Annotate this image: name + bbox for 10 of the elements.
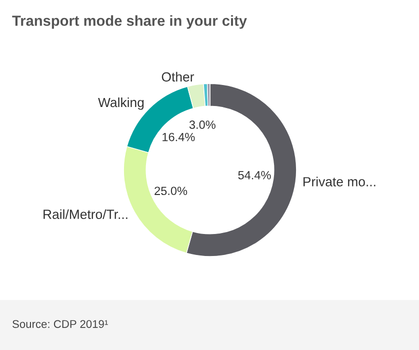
slice-label: Private mo... [304, 176, 376, 186]
slice-label: Rail/Metro/Tr... [44, 209, 128, 220]
data-label: 54.4% [238, 171, 271, 180]
data-label: 16.4% [162, 132, 195, 142]
slice-label: Walking [98, 97, 144, 110]
data-label: 25.0% [154, 186, 188, 196]
source-note: Source: CDP 2019¹ [12, 320, 108, 328]
data-label: 3.0% [189, 120, 216, 129]
chart-title: Transport mode share in your city [12, 15, 247, 29]
slice-label: Other [162, 72, 194, 82]
